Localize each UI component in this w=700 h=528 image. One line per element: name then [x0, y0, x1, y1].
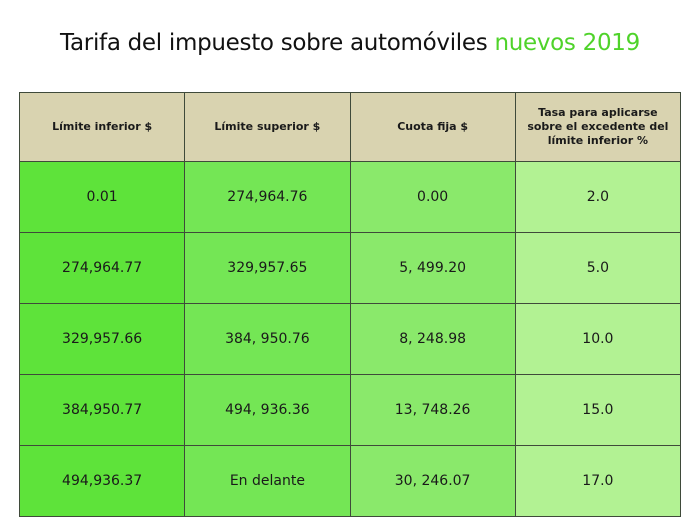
- cell-tasa: 15.0: [514, 374, 682, 446]
- title-accent: nuevos 2019: [494, 30, 640, 56]
- cell-limite-inferior: 0.01: [18, 161, 186, 233]
- cell-cuota-fija: 0.00: [349, 161, 516, 233]
- header-limite-inferior: Límite inferior $: [18, 92, 186, 162]
- cell-tasa: 10.0: [514, 303, 682, 375]
- table-row: 0.01 274,964.76 0.00 2.0: [18, 161, 682, 233]
- cell-tasa: 5.0: [514, 232, 682, 304]
- cell-limite-superior: 274,964.76: [184, 161, 351, 233]
- cell-cuota-fija: 13, 748.26: [349, 374, 516, 446]
- table-row: 494,936.37 En delante 30, 246.07 17.0: [18, 445, 682, 517]
- cell-limite-inferior: 274,964.77: [18, 232, 186, 304]
- cell-limite-inferior: 329,957.66: [18, 303, 186, 375]
- header-limite-superior: Límite superior $: [184, 92, 351, 162]
- cell-limite-inferior: 494,936.37: [18, 445, 186, 517]
- cell-cuota-fija: 30, 246.07: [349, 445, 516, 517]
- cell-limite-superior: 329,957.65: [184, 232, 351, 304]
- table-row: 274,964.77 329,957.65 5, 499.20 5.0: [18, 232, 682, 304]
- table-row: 329,957.66 384, 950.76 8, 248.98 10.0: [18, 303, 682, 375]
- title-main: Tarifa del impuesto sobre automóviles: [60, 30, 488, 56]
- cell-tasa: 17.0: [514, 445, 682, 517]
- cell-tasa: 2.0: [514, 161, 682, 233]
- cell-limite-superior: En delante: [184, 445, 351, 517]
- table-header-row: Límite inferior $ Límite superior $ Cuot…: [18, 92, 682, 162]
- cell-limite-superior: 494, 936.36: [184, 374, 351, 446]
- cell-cuota-fija: 8, 248.98: [349, 303, 516, 375]
- header-tasa: Tasa para aplicarse sobre el excedente d…: [514, 92, 682, 162]
- page-title: Tarifa del impuesto sobre automóviles nu…: [0, 30, 700, 56]
- header-cuota-fija: Cuota fija $: [349, 92, 516, 162]
- tax-rate-table: Límite inferior $ Límite superior $ Cuot…: [18, 92, 682, 517]
- cell-cuota-fija: 5, 499.20: [349, 232, 516, 304]
- table-row: 384,950.77 494, 936.36 13, 748.26 15.0: [18, 374, 682, 446]
- cell-limite-inferior: 384,950.77: [18, 374, 186, 446]
- cell-limite-superior: 384, 950.76: [184, 303, 351, 375]
